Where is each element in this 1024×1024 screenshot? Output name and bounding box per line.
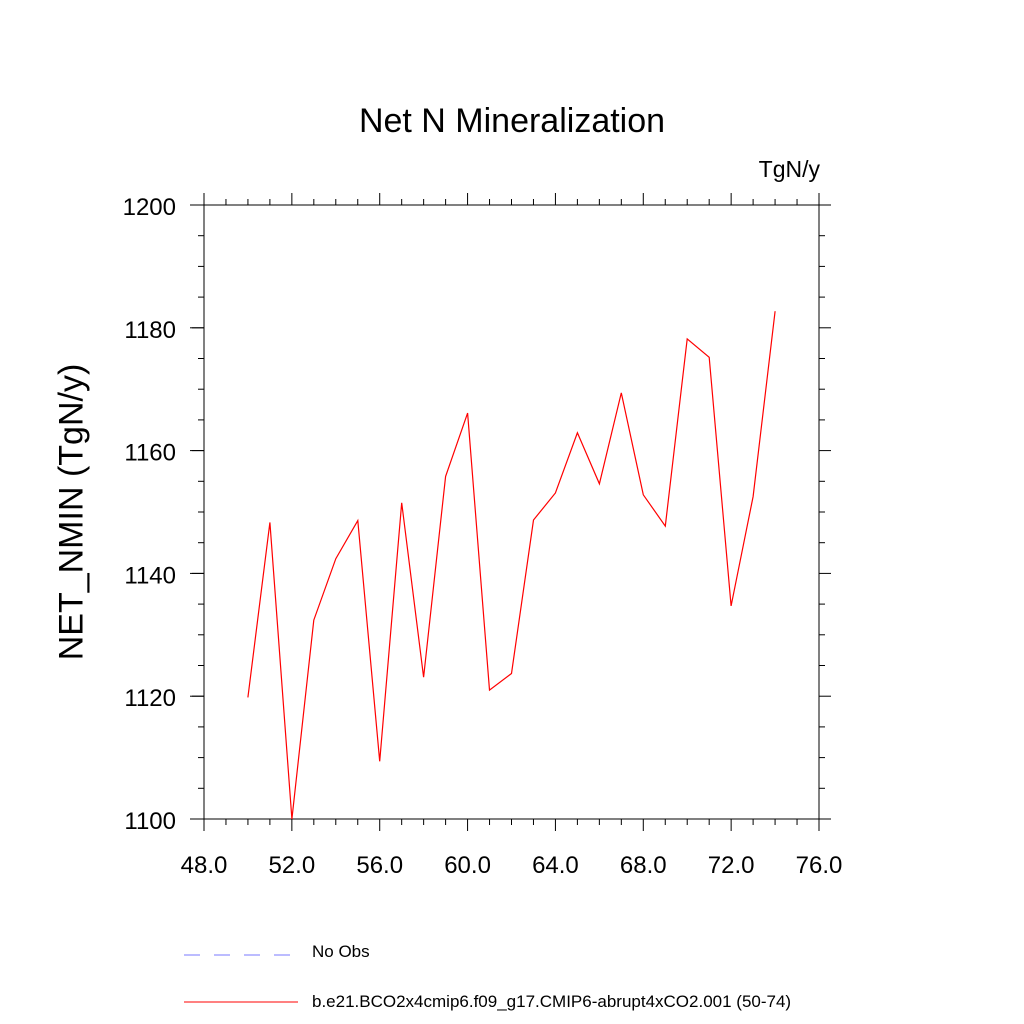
- chart-title: Net N Mineralization: [358, 102, 666, 140]
- y-axis-label: NET_NMIN (TgN/y): [52, 363, 91, 661]
- x-tick-label: 52.0: [268, 852, 315, 879]
- x-tick-label: 64.0: [532, 852, 579, 879]
- y-tick-label: 1100: [124, 808, 176, 835]
- x-tick-label: 72.0: [708, 852, 755, 879]
- x-tick-label: 68.0: [620, 852, 667, 879]
- legend-lines: [184, 954, 298, 1003]
- y-tick-label: 1200: [123, 194, 176, 221]
- y-tick-label: 1180: [124, 317, 176, 344]
- x-tick-label: 60.0: [444, 852, 491, 879]
- legend-label-no-obs: No Obs: [312, 942, 370, 961]
- axis-tick-labels: 1100 1120 1140 1160 1180 1200 48.0 52.0 56.0 60.0…: [123, 194, 843, 879]
- x-tick-label: 56.0: [356, 852, 403, 879]
- y-tick-label: 1120: [124, 685, 176, 712]
- legend-label-model-run: b.e21.BCO2x4cmip6.f09_g17.CMIP6-abrupt4x…: [312, 992, 792, 1011]
- y-tick-label: 1160: [124, 440, 176, 467]
- y-tick-label: 1140: [124, 562, 176, 589]
- plot-frame: [203, 204, 820, 820]
- x-tick-label: 76.0: [796, 852, 843, 879]
- x-tick-label: 48.0: [181, 852, 228, 879]
- series-group: [247, 311, 776, 820]
- series-line: [247, 311, 776, 820]
- axis-ticks: [190, 193, 831, 831]
- units-label: TgN/y: [758, 156, 820, 182]
